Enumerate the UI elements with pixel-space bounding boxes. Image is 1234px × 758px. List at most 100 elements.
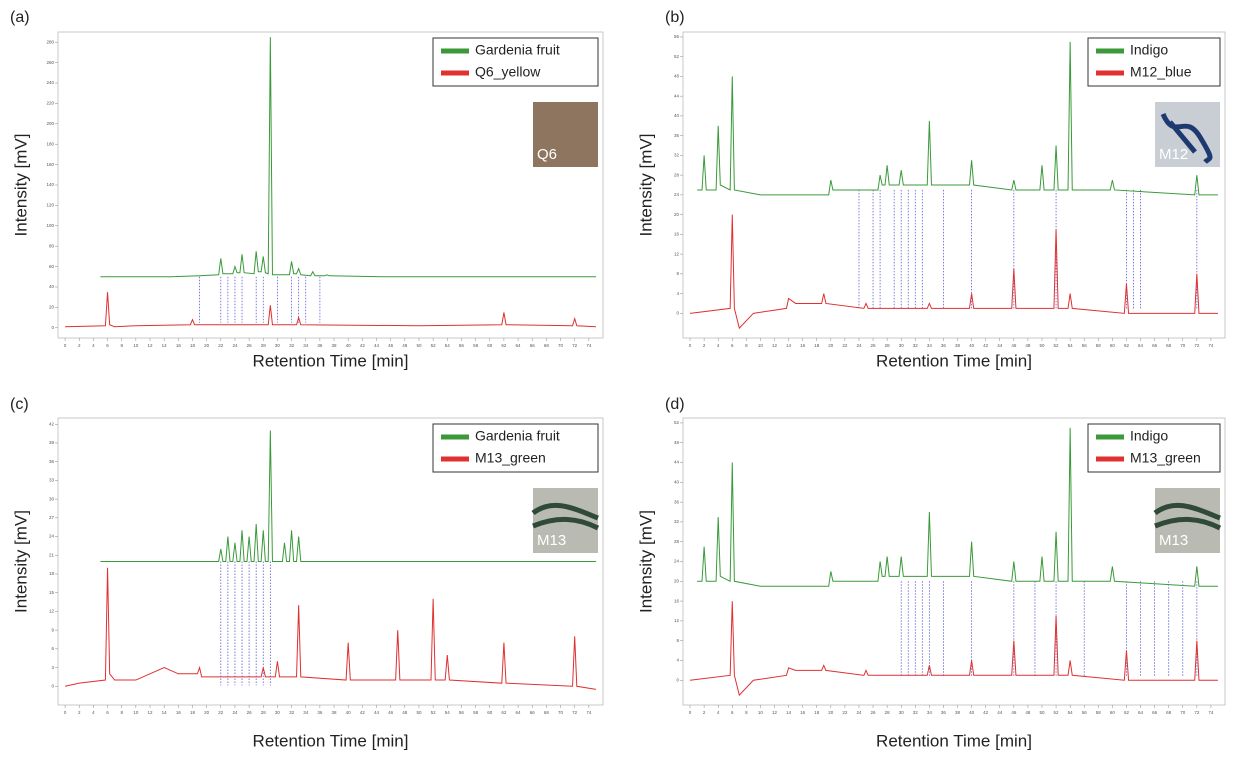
trace (689, 214, 1218, 330)
x-tick-label: 28 (885, 710, 891, 715)
x-tick-label: 20 (828, 343, 834, 348)
panel-label: (c) (10, 396, 29, 413)
x-tick-label: 68 (1166, 343, 1172, 348)
x-tick-label: 74 (586, 710, 592, 715)
y-axis-label: Intensity [mV] (11, 510, 30, 613)
x-tick-label: 74 (1208, 710, 1214, 715)
x-tick-label: 52 (1054, 710, 1060, 715)
x-tick-label: 48 (402, 710, 408, 715)
legend-box (1087, 37, 1221, 87)
x-tick-label: 12 (148, 343, 154, 348)
trace (697, 41, 1218, 196)
x-tick-label: 8 (745, 710, 748, 715)
x-tick-label: 6 (106, 343, 109, 348)
y-tick-label: 32 (674, 153, 680, 158)
x-tick-label: 68 (544, 343, 550, 348)
x-tick-label: 60 (487, 343, 493, 348)
y-tick-label: 28 (674, 539, 680, 544)
x-tick-label: 22 (842, 343, 848, 348)
x-tick-label: 42 (360, 710, 366, 715)
legend-label: Q6_yellow (475, 64, 541, 80)
x-tick-label: 44 (374, 710, 380, 715)
y-tick-label: 12 (49, 609, 55, 614)
x-tick-label: 18 (814, 343, 820, 348)
legend-label: Indigo (1130, 428, 1168, 444)
x-tick-label: 48 (402, 343, 408, 348)
y-tick-label: 9 (51, 627, 54, 632)
x-tick-label: 0 (689, 343, 692, 348)
x-tick-label: 18 (190, 343, 196, 348)
x-tick-label: 8 (745, 343, 748, 348)
x-tick-label: 68 (1166, 710, 1172, 715)
x-tick-label: 36 (317, 343, 323, 348)
y-tick-label: 24 (674, 192, 680, 197)
x-tick-label: 6 (731, 343, 734, 348)
x-tick-label: 64 (516, 710, 522, 715)
y-tick-label: 32 (674, 519, 680, 524)
y-tick-label: 160 (46, 162, 54, 167)
x-tick-label: 18 (190, 710, 196, 715)
y-axis-label: Intensity [mV] (636, 510, 655, 613)
x-tick-label: 72 (572, 343, 578, 348)
x-tick-label: 10 (133, 343, 139, 348)
legend-box (432, 423, 599, 473)
x-tick-label: 12 (772, 710, 778, 715)
x-tick-label: 22 (218, 710, 224, 715)
x-axis-label: Retention Time [min] (876, 351, 1032, 370)
panel-label: (d) (665, 396, 685, 413)
y-tick-label: 52 (674, 420, 680, 425)
x-tick-label: 54 (445, 343, 451, 348)
x-tick-label: 50 (1039, 343, 1045, 348)
x-tick-label: 4 (717, 343, 720, 348)
x-tick-label: 10 (758, 710, 764, 715)
x-tick-label: 34 (303, 710, 309, 715)
x-tick-label: 44 (997, 343, 1003, 348)
y-tick-label: 16 (674, 598, 680, 603)
y-tick-label: 3 (51, 665, 54, 670)
x-tick-label: 42 (360, 343, 366, 348)
legend-label: M13_green (1130, 450, 1201, 466)
x-tick-label: 56 (459, 343, 465, 348)
y-tick-label: 40 (49, 284, 55, 289)
x-tick-label: 46 (388, 710, 394, 715)
y-tick-label: 4 (676, 291, 679, 296)
x-tick-label: 40 (969, 710, 975, 715)
legend-box (432, 37, 599, 87)
x-tick-label: 20 (204, 710, 210, 715)
x-tick-label: 4 (92, 343, 95, 348)
x-tick-label: 24 (856, 710, 862, 715)
x-tick-label: 0 (64, 710, 67, 715)
y-tick-label: 48 (674, 440, 680, 445)
y-tick-label: 0 (676, 677, 679, 682)
x-tick-label: 34 (927, 343, 933, 348)
y-tick-label: 220 (46, 101, 54, 106)
y-tick-label: 100 (46, 223, 54, 228)
y-tick-label: 20 (49, 305, 55, 310)
x-axis-label: Retention Time [min] (253, 351, 409, 370)
x-tick-label: 36 (941, 710, 947, 715)
x-tick-label: 26 (871, 710, 877, 715)
y-tick-label: 12 (674, 618, 680, 623)
x-tick-label: 12 (148, 710, 154, 715)
x-tick-label: 38 (332, 343, 338, 348)
y-tick-label: 18 (49, 571, 55, 576)
y-tick-label: 27 (49, 515, 55, 520)
x-tick-label: 52 (431, 710, 437, 715)
y-tick-label: 80 (49, 243, 55, 248)
y-tick-label: 28 (674, 172, 680, 177)
x-tick-label: 58 (473, 710, 479, 715)
panel-label: (a) (10, 9, 30, 26)
x-tick-label: 14 (786, 710, 792, 715)
x-tick-label: 38 (955, 343, 961, 348)
y-axis-label: Intensity [mV] (11, 134, 30, 237)
x-tick-label: 60 (1110, 343, 1116, 348)
x-tick-label: 16 (800, 343, 806, 348)
y-tick-label: 42 (49, 421, 55, 426)
y-tick-label: 36 (674, 133, 680, 138)
x-tick-label: 62 (501, 710, 507, 715)
x-tick-label: 32 (913, 343, 919, 348)
y-tick-label: 0 (51, 325, 54, 330)
y-tick-label: 44 (674, 93, 680, 98)
y-tick-label: 200 (46, 121, 54, 126)
